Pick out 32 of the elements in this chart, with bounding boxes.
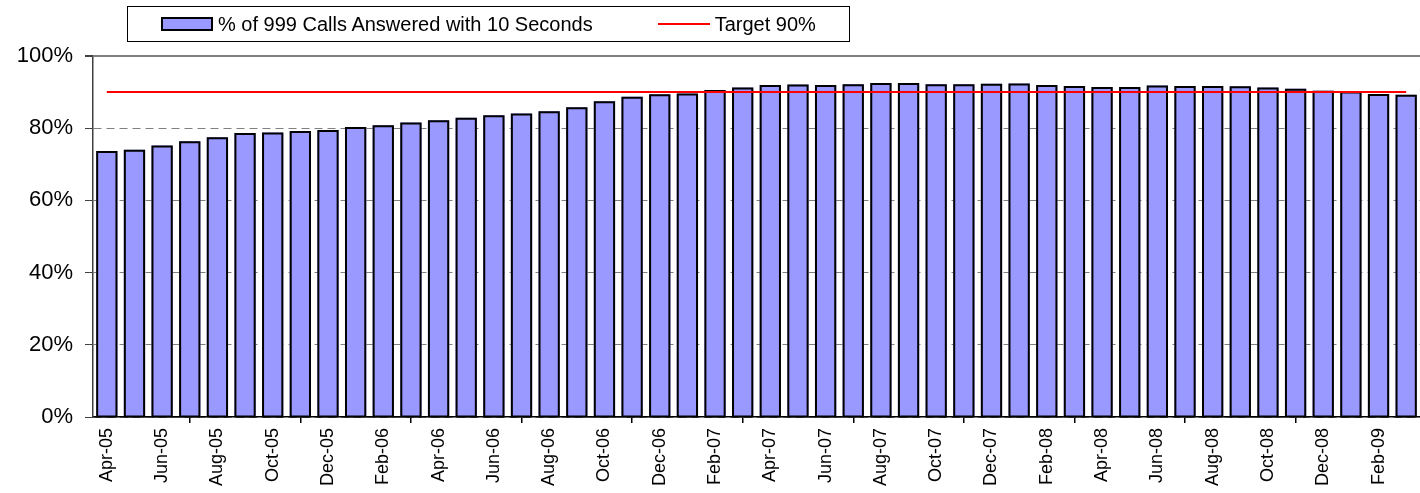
legend-label: % of 999 Calls Answered with 10 Seconds — [218, 12, 593, 36]
x-tick-label: Oct-06 — [593, 428, 614, 483]
x-tick-label: Feb-08 — [1035, 428, 1056, 486]
x-tick-label: Jun-07 — [814, 428, 835, 484]
x-tick-label: Jun-06 — [482, 428, 503, 484]
x-tick-label: Oct-08 — [1256, 428, 1277, 483]
x-tick-label: Apr-08 — [1091, 428, 1112, 483]
x-tick-label: Dec-06 — [648, 428, 669, 487]
x-tick-label: Aug-06 — [538, 428, 559, 487]
x-tick-label: Oct-05 — [261, 428, 282, 483]
x-tick-label: Aug-08 — [1201, 428, 1222, 487]
x-tick-label: Feb-06 — [372, 428, 393, 486]
y-tick-label: 40% — [28, 258, 73, 284]
x-tick-label: Dec-07 — [980, 428, 1001, 487]
legend-label: Target 90% — [714, 12, 816, 36]
y-tick-label: 80% — [28, 114, 73, 140]
x-tick-label: Oct-07 — [925, 428, 946, 483]
x-tick-label: Feb-09 — [1367, 428, 1388, 486]
x-tick-label: Aug-05 — [206, 428, 227, 487]
y-tick-label: 60% — [28, 186, 73, 212]
x-tick-label: Dec-05 — [316, 428, 337, 487]
x-tick-label: Jun-08 — [1146, 428, 1167, 484]
y-tick-label: 20% — [28, 330, 73, 356]
y-tick-label: 0% — [41, 403, 73, 429]
x-tick-label: Feb-07 — [704, 428, 724, 486]
x-tick-label: Apr-07 — [759, 428, 780, 483]
x-tick-label: Jun-05 — [151, 428, 172, 484]
x-tick-label: Apr-05 — [95, 428, 116, 483]
x-tick-label: Aug-07 — [869, 428, 890, 487]
y-tick-label: 100% — [16, 42, 73, 68]
x-tick-label: Apr-06 — [427, 428, 448, 483]
x-tick-label: Dec-08 — [1312, 428, 1333, 487]
